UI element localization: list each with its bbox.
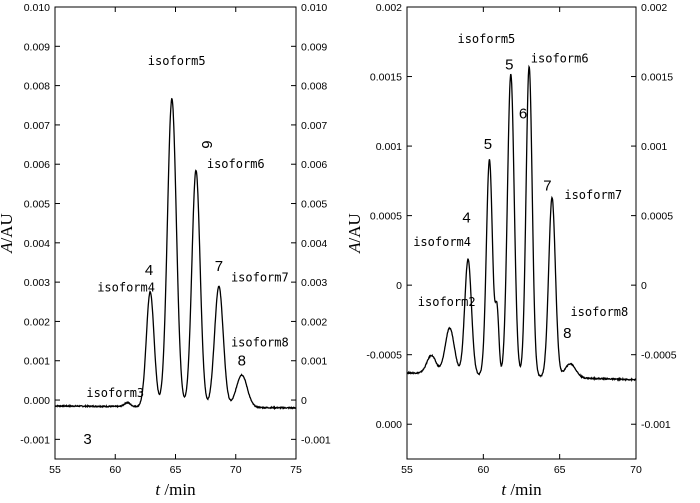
y-tick-label-left: 0: [396, 280, 402, 292]
plot-frame: [406, 6, 637, 460]
peak-number: 4: [462, 210, 470, 227]
y-tick-label-right: 0.009: [301, 41, 327, 53]
y-tick-label-left: 0.007: [24, 120, 50, 132]
y-tick-label-right: 0.007: [301, 120, 327, 132]
peak-annotation: isoform4: [413, 235, 471, 249]
y-tick-label-right: 0.0005: [641, 211, 673, 223]
peak-annotation: isoform4: [97, 281, 155, 295]
y-tick-label-right: 0.002: [641, 2, 667, 14]
x-tick-label: 70: [230, 464, 242, 476]
peak-annotation: isoform2: [418, 295, 476, 309]
x-tick-label: 55: [49, 464, 61, 476]
y-tick-label-left: 0.008: [24, 81, 50, 93]
peak-annotation: isoform6: [531, 52, 589, 66]
y-tick-label-left: 0.001: [24, 356, 50, 368]
x-tick-label: 70: [630, 464, 642, 476]
y-tick-label-right: 0.004: [301, 238, 327, 250]
peak-annotation: isoform5: [148, 54, 206, 68]
y-tick-label-right: 0.006: [301, 159, 327, 171]
y-tick-label-right: 0.005: [301, 199, 327, 211]
peak-annotation: isoform3: [86, 386, 144, 400]
y-tick-label-right: -0.001: [301, 434, 331, 446]
y-tick-label-left: 0.000: [24, 395, 50, 407]
chromatogram-trace: [406, 64, 637, 383]
peak-number: 8: [238, 352, 246, 369]
x-tick-label: 65: [554, 464, 566, 476]
x-tick-label: 60: [477, 464, 489, 476]
peak-number: 7: [543, 178, 551, 195]
y-tick-label-right: 0.001: [301, 356, 327, 368]
x-tick-label: 75: [290, 464, 302, 476]
peak-number: 3: [83, 431, 91, 448]
peak-number: 4: [145, 262, 153, 279]
y-tick-label-right: -0.001: [641, 419, 671, 431]
peak-number: 5: [484, 136, 492, 153]
peak-annotation: isoform8: [570, 305, 628, 319]
y-tick-label-left: -0.0005: [366, 350, 402, 362]
y-tick-label-left: 0.006: [24, 159, 50, 171]
y-tick-label-right: 0.008: [301, 81, 327, 93]
y-tick-label-right: 0.002: [301, 316, 327, 328]
y-tick-label-left: -0.001: [20, 434, 50, 446]
chart-panel-1: 55 60 65 70 75 -0.001 -0.001 0.000 0 0.001 0.001 0.…: [0, 2, 331, 499]
x-tick-label: 65: [170, 464, 182, 476]
x-tick-label: 55: [401, 464, 413, 476]
y-tick-label-left: 0.000: [376, 419, 402, 431]
y-tick-label-right: 0: [641, 280, 647, 292]
chromatogram-trace: [54, 97, 297, 411]
peak-annotation: isoform7: [231, 270, 289, 284]
y-tick-label-left: 0.003: [24, 277, 50, 289]
x-tick-label: 60: [109, 464, 121, 476]
y-tick-label-right: -0.0005: [641, 350, 677, 362]
y-tick-label-left: 0.0005: [370, 211, 402, 223]
peak-number: 7: [215, 258, 223, 275]
y-tick-label-left: 0.0015: [370, 72, 402, 84]
y-tick-label-left: 0.005: [24, 199, 50, 211]
peak-number: 5: [505, 57, 513, 74]
y-tick-label-left: 0.004: [24, 238, 50, 250]
x-axis-label: t /min: [155, 480, 196, 499]
y-tick-label-right: 0.003: [301, 277, 327, 289]
y-tick-label-right: 0.010: [301, 2, 327, 14]
peak-annotation: isoform6: [207, 157, 265, 171]
peak-annotation: isoform5: [457, 32, 515, 46]
peak-number: 6: [198, 140, 215, 148]
y-tick-label-left: 0.009: [24, 41, 50, 53]
y-axis-label: A/AU: [0, 213, 16, 254]
x-axis-label: t /min: [501, 480, 542, 499]
y-axis-label: A/AU: [345, 213, 364, 254]
y-tick-label-right: 0.001: [641, 141, 667, 153]
y-tick-label-left: 0.002: [24, 316, 50, 328]
y-tick-label-right: 0: [301, 395, 307, 407]
y-tick-label-right: 0.0015: [641, 72, 673, 84]
y-tick-label-left: 0.010: [24, 2, 50, 14]
y-tick-label-left: 0.002: [376, 2, 402, 14]
peak-annotation: isoform8: [231, 336, 289, 350]
peak-number: 8: [563, 325, 571, 342]
y-tick-label-left: 0.001: [376, 141, 402, 153]
peak-number: 6: [519, 105, 527, 122]
peak-annotation: isoform7: [564, 188, 622, 202]
